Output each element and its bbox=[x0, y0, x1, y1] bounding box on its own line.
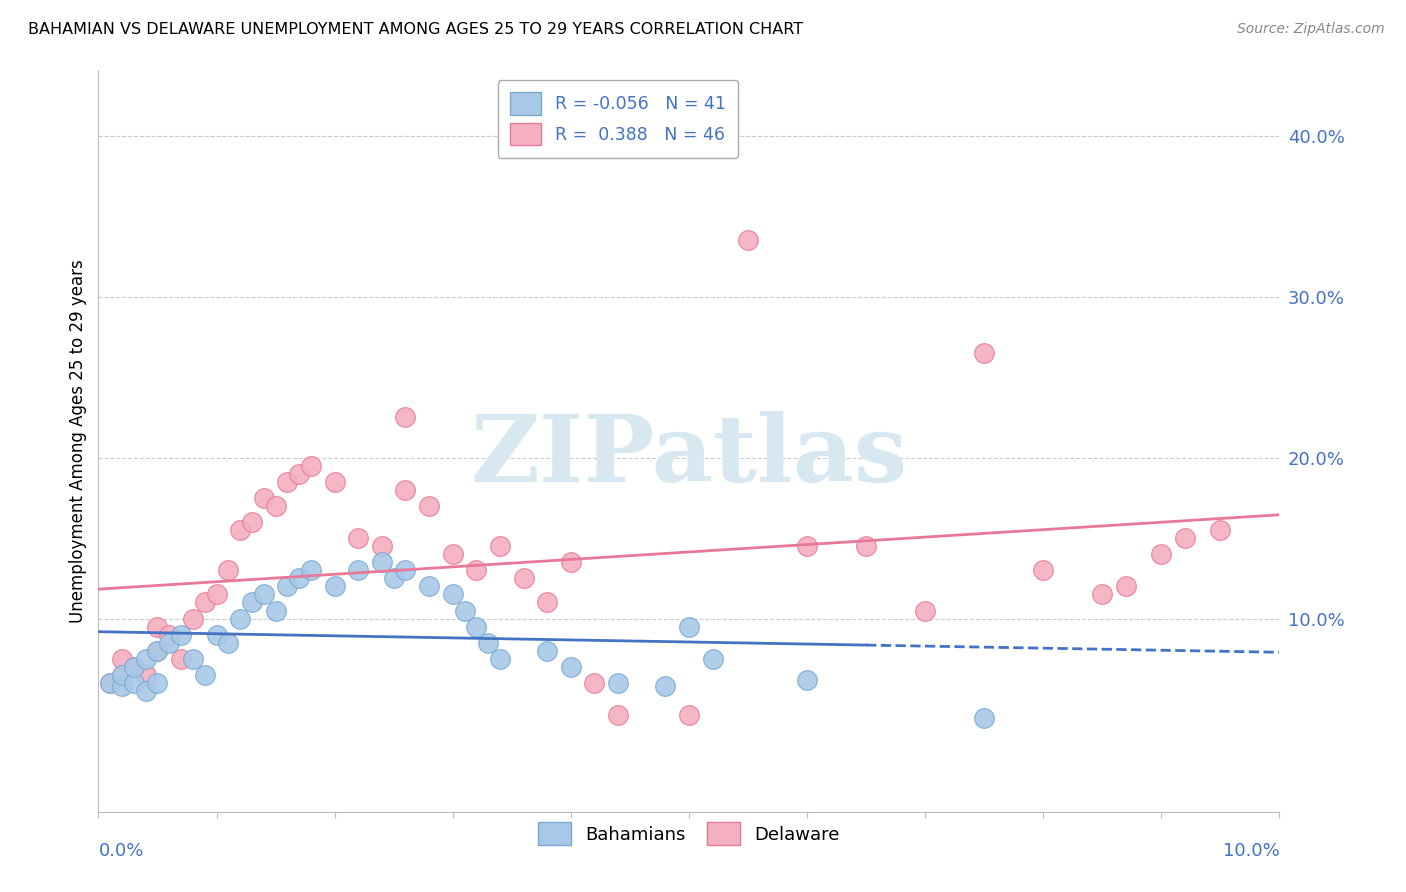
Point bbox=[453, 603, 475, 617]
Point bbox=[122, 660, 145, 674]
Point bbox=[276, 475, 298, 489]
Point bbox=[855, 539, 877, 553]
Point bbox=[240, 515, 263, 529]
Point bbox=[217, 563, 239, 577]
Point bbox=[146, 644, 169, 658]
Point bbox=[371, 539, 394, 553]
Point bbox=[299, 563, 322, 577]
Point bbox=[146, 644, 169, 658]
Point bbox=[654, 679, 676, 693]
Point bbox=[170, 628, 193, 642]
Point bbox=[205, 628, 228, 642]
Point bbox=[288, 467, 311, 481]
Point bbox=[194, 595, 217, 609]
Point bbox=[1091, 587, 1114, 601]
Point bbox=[441, 587, 464, 601]
Text: ZIPatlas: ZIPatlas bbox=[471, 411, 907, 501]
Point bbox=[111, 668, 134, 682]
Point bbox=[135, 652, 157, 666]
Point bbox=[181, 611, 204, 625]
Point bbox=[135, 684, 157, 698]
Point bbox=[382, 571, 405, 585]
Point bbox=[194, 668, 217, 682]
Point bbox=[678, 619, 700, 633]
Point bbox=[347, 531, 370, 545]
Point bbox=[1150, 547, 1173, 561]
Point bbox=[217, 636, 239, 650]
Point bbox=[122, 676, 145, 690]
Point bbox=[205, 587, 228, 601]
Point bbox=[914, 603, 936, 617]
Point bbox=[512, 571, 534, 585]
Y-axis label: Unemployment Among Ages 25 to 29 years: Unemployment Among Ages 25 to 29 years bbox=[69, 260, 87, 624]
Point bbox=[737, 233, 759, 247]
Point bbox=[607, 708, 630, 723]
Point bbox=[489, 652, 512, 666]
Point bbox=[181, 652, 204, 666]
Point bbox=[288, 571, 311, 585]
Point bbox=[229, 523, 252, 537]
Point bbox=[264, 499, 287, 513]
Point bbox=[157, 628, 180, 642]
Point bbox=[465, 563, 488, 577]
Point bbox=[796, 673, 818, 687]
Point bbox=[299, 458, 322, 473]
Point bbox=[560, 555, 582, 569]
Point bbox=[394, 410, 416, 425]
Point bbox=[1174, 531, 1197, 545]
Point bbox=[536, 644, 558, 658]
Point bbox=[264, 603, 287, 617]
Point bbox=[1032, 563, 1054, 577]
Point bbox=[394, 563, 416, 577]
Point bbox=[146, 676, 169, 690]
Point bbox=[489, 539, 512, 553]
Point bbox=[122, 660, 145, 674]
Point bbox=[536, 595, 558, 609]
Point bbox=[323, 579, 346, 593]
Point bbox=[98, 676, 121, 690]
Point bbox=[418, 579, 440, 593]
Point bbox=[323, 475, 346, 489]
Point bbox=[111, 668, 134, 682]
Point bbox=[477, 636, 499, 650]
Point bbox=[1209, 523, 1232, 537]
Point bbox=[583, 676, 606, 690]
Point bbox=[796, 539, 818, 553]
Text: BAHAMIAN VS DELAWARE UNEMPLOYMENT AMONG AGES 25 TO 29 YEARS CORRELATION CHART: BAHAMIAN VS DELAWARE UNEMPLOYMENT AMONG … bbox=[28, 22, 803, 37]
Text: 10.0%: 10.0% bbox=[1223, 842, 1279, 860]
Point bbox=[465, 619, 488, 633]
Point bbox=[1115, 579, 1137, 593]
Point bbox=[111, 679, 134, 693]
Point bbox=[146, 619, 169, 633]
Point bbox=[371, 555, 394, 569]
Point bbox=[347, 563, 370, 577]
Point bbox=[111, 652, 134, 666]
Point bbox=[678, 708, 700, 723]
Text: Source: ZipAtlas.com: Source: ZipAtlas.com bbox=[1237, 22, 1385, 37]
Point bbox=[253, 491, 276, 505]
Legend: Bahamians, Delaware: Bahamians, Delaware bbox=[529, 814, 849, 855]
Text: 0.0%: 0.0% bbox=[98, 842, 143, 860]
Point bbox=[394, 483, 416, 497]
Point bbox=[441, 547, 464, 561]
Point bbox=[418, 499, 440, 513]
Point bbox=[240, 595, 263, 609]
Point bbox=[276, 579, 298, 593]
Point bbox=[560, 660, 582, 674]
Point bbox=[135, 668, 157, 682]
Point bbox=[170, 652, 193, 666]
Point bbox=[229, 611, 252, 625]
Point bbox=[98, 676, 121, 690]
Point bbox=[973, 711, 995, 725]
Point bbox=[607, 676, 630, 690]
Point bbox=[253, 587, 276, 601]
Point bbox=[702, 652, 724, 666]
Point bbox=[157, 636, 180, 650]
Point bbox=[973, 346, 995, 360]
